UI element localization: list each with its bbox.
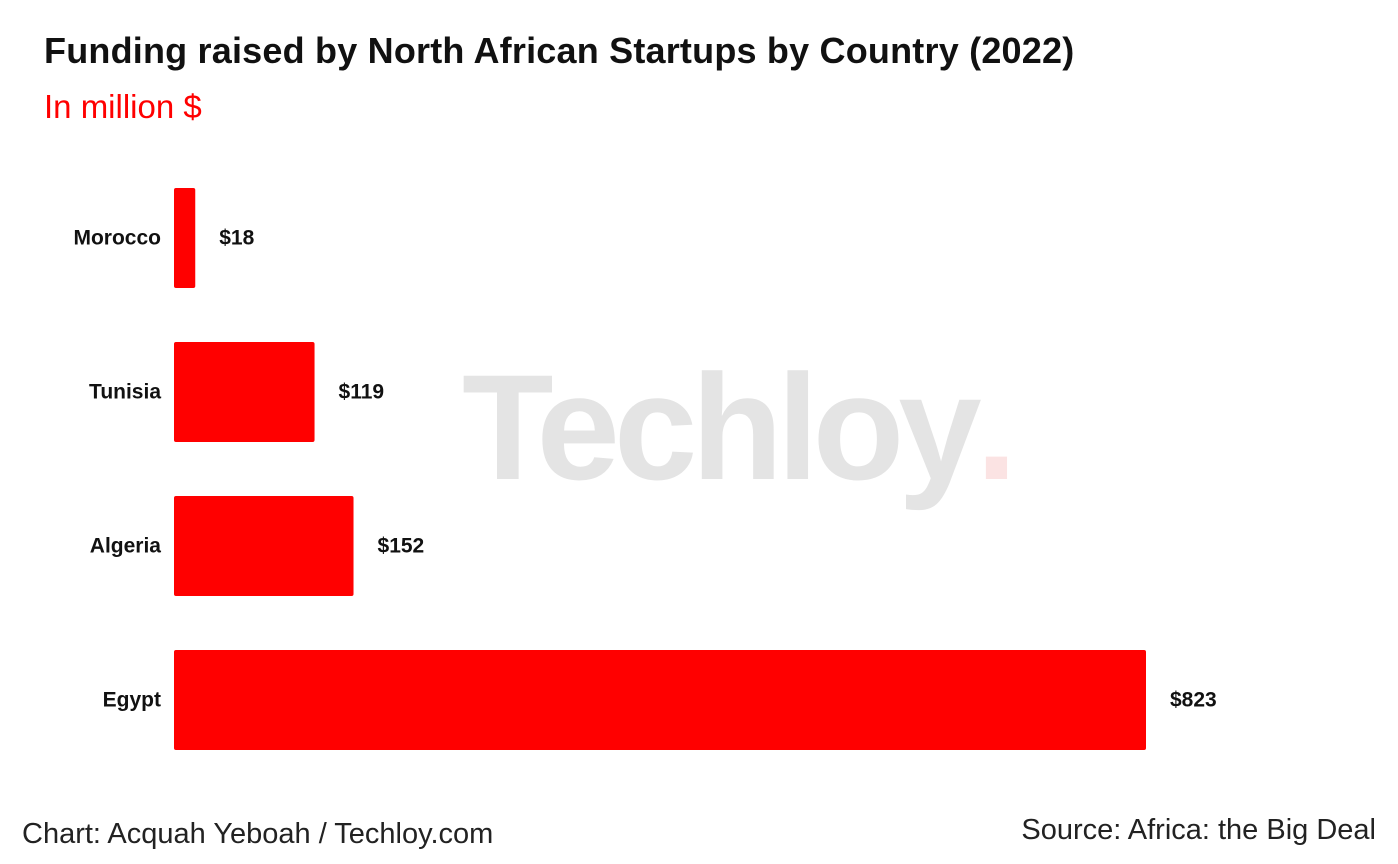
category-label-egypt: Egypt	[103, 689, 161, 712]
category-label-tunisia: Tunisia	[89, 381, 161, 404]
chart-subtitle: In million $	[44, 88, 202, 125]
bar-tunisia	[174, 342, 315, 442]
value-label-algeria: $152	[378, 535, 425, 558]
value-label-egypt: $823	[1170, 689, 1217, 712]
chart-source: Source: Africa: the Big Deal	[1021, 814, 1376, 846]
category-label-algeria: Algeria	[90, 535, 162, 558]
chart-title: Funding raised by North African Startups…	[44, 30, 1075, 71]
bar-morocco	[174, 188, 196, 288]
value-label-tunisia: $119	[339, 381, 385, 404]
watermark-text: Techloy	[462, 343, 982, 511]
watermark-logo: Techloy.	[462, 352, 1017, 502]
value-label-morocco: $18	[219, 227, 254, 250]
bar-algeria	[174, 496, 354, 596]
category-label-morocco: Morocco	[73, 227, 161, 250]
bar-egypt	[174, 650, 1146, 750]
watermark-dot: .	[975, 343, 1018, 511]
chart-credit: Chart: Acquah Yeboah / Techloy.com	[22, 818, 494, 850]
